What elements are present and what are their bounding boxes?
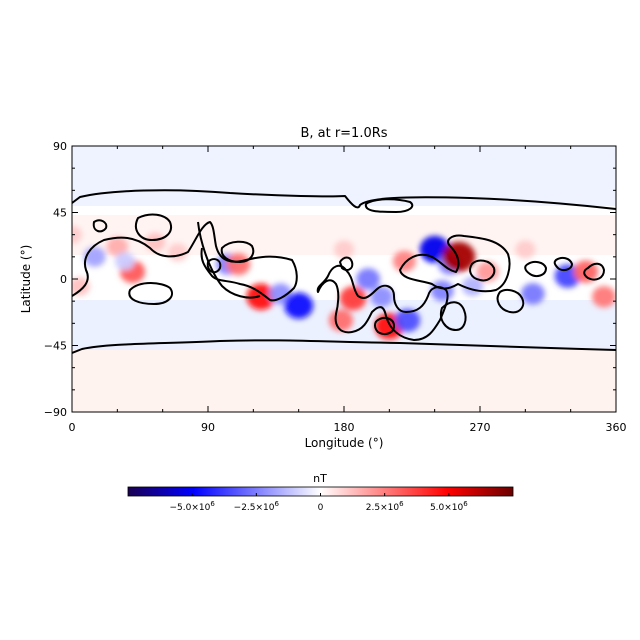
colorbar-tick-label: −5.0×106: [170, 500, 216, 513]
y-tick-label: −90: [44, 406, 67, 419]
field-region-5: [144, 232, 166, 252]
field-region-21: [442, 241, 476, 272]
pil-loop-8: [374, 317, 395, 335]
x-tick-label: 0: [69, 421, 76, 434]
field-region-9: [246, 283, 276, 310]
pil-loop-6: [316, 264, 449, 341]
colorbar-label: nT: [313, 472, 327, 485]
polarity-inversion-lines: [72, 189, 616, 354]
x-tick-label: 180: [334, 421, 355, 434]
field-region-11: [284, 292, 314, 319]
pil-loop-12: [553, 256, 573, 272]
x-axis: 0 90 180 270 360: [69, 146, 627, 434]
colorbar-ticks: −5.0×106 −2.5×106 0 2.5×106 5.0×106: [170, 493, 468, 513]
field-region-30: [515, 240, 536, 259]
field-region-32: [72, 225, 82, 244]
y-tick-label: 90: [53, 140, 67, 153]
pil-south: [72, 339, 616, 354]
y-tick-label: 0: [60, 273, 67, 286]
pil-loop-10: [469, 259, 496, 282]
field-region-12: [328, 309, 354, 332]
field-region-8: [226, 253, 251, 276]
pil-loop-7: [339, 256, 354, 271]
colorbar-tick-label: −2.5×106: [234, 500, 280, 513]
x-tick-label: 90: [201, 421, 215, 434]
field-region-29: [72, 277, 90, 296]
pil-cont-a: [197, 221, 261, 299]
pil-north: [72, 189, 616, 210]
field-region-2: [106, 236, 129, 257]
field-region-17: [394, 308, 421, 333]
y-axis: 90 45 0 −45 −90: [44, 140, 616, 419]
field-region-10: [269, 283, 292, 305]
chart-title: B, at r=1.0Rs: [300, 126, 387, 141]
field-region-15: [370, 286, 394, 308]
pil-loop-2: [92, 219, 108, 233]
field-region-18: [392, 250, 417, 272]
y-tick-label: 45: [53, 207, 67, 220]
pil-loop-13: [496, 289, 525, 314]
south-polar-band: [72, 345, 616, 412]
pil-loop-3: [128, 282, 173, 305]
pil-loop-4: [220, 240, 255, 263]
field-region-31: [334, 240, 354, 259]
pil-loop-11: [524, 260, 547, 277]
colorbar-tick-label: 2.5×106: [366, 500, 404, 513]
colorbar-tick-label: 5.0×106: [430, 500, 468, 513]
pil-loop-14: [583, 262, 605, 281]
field-region-4: [114, 252, 135, 271]
pil-loop-16: [364, 198, 414, 213]
plot-area: [72, 146, 616, 412]
field-region-14: [356, 268, 381, 290]
pil-mid: [72, 221, 298, 302]
pil-loop-15: [440, 301, 467, 331]
y-tick-label: −45: [44, 340, 67, 353]
field-region-25: [521, 283, 545, 305]
pil-loop-9: [399, 234, 511, 293]
field-region-28: [592, 285, 616, 308]
x-tick-label: 270: [470, 421, 491, 434]
pil-loop-5: [206, 258, 222, 274]
x-tick-label: 360: [606, 421, 627, 434]
field-region-13: [339, 286, 367, 311]
y-axis-label: Latitude (°): [19, 245, 33, 314]
pil-loop-1: [134, 213, 172, 241]
colorbar-tick-label: 0: [318, 503, 324, 513]
field-region-23: [430, 280, 454, 302]
x-axis-label: Longitude (°): [305, 436, 384, 450]
colorbar: nT −5.0×106 −2.5×106 0 2.5×106 5.0×106: [127, 472, 514, 513]
